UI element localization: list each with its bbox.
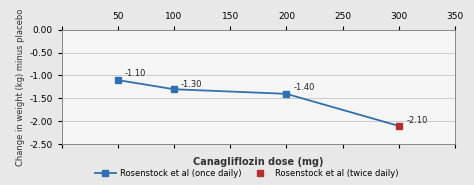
Text: -1.40: -1.40 — [293, 83, 315, 92]
Text: -1.30: -1.30 — [181, 80, 202, 89]
Text: -1.10: -1.10 — [125, 69, 146, 78]
Text: -2.10: -2.10 — [407, 116, 428, 125]
Legend: Rosenstock et al (once daily), Rosenstock et al (twice daily): Rosenstock et al (once daily), Rosenstoc… — [91, 165, 401, 181]
Y-axis label: Change in weight (kg) minus placebo: Change in weight (kg) minus placebo — [16, 8, 25, 166]
X-axis label: Canagliflozin dose (mg): Canagliflozin dose (mg) — [193, 157, 324, 167]
